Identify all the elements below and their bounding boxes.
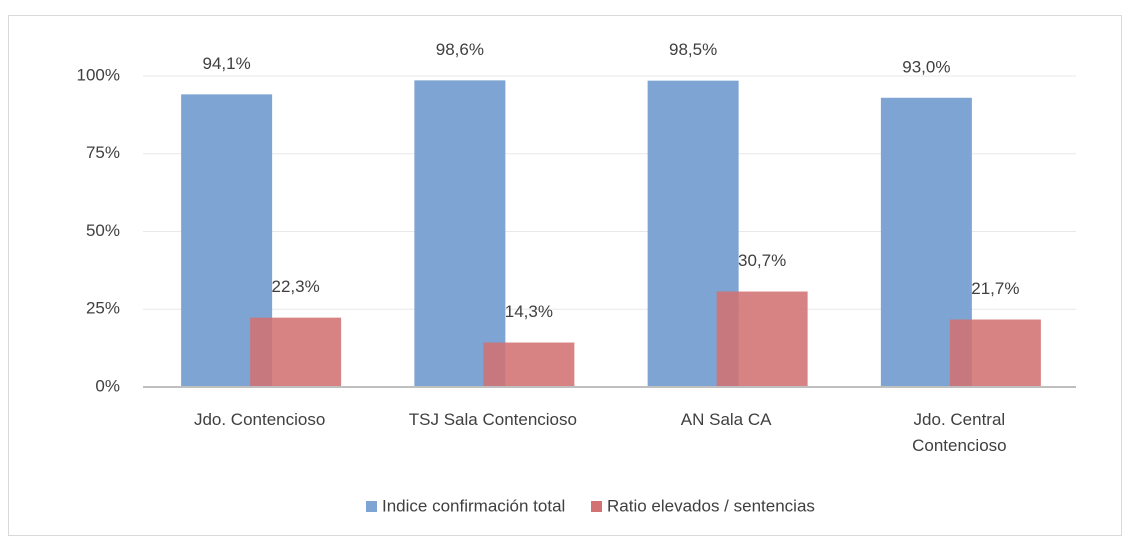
y-tick-label: 0% bbox=[95, 376, 120, 395]
bar bbox=[483, 342, 575, 387]
data-label: 94,1% bbox=[203, 54, 251, 73]
legend-swatch bbox=[366, 501, 377, 512]
bar bbox=[250, 317, 342, 387]
legend-label: Ratio elevados / sentencias bbox=[607, 496, 815, 515]
x-tick-label: AN Sala CA bbox=[680, 410, 772, 429]
x-tick-label: Jdo. Contencioso bbox=[193, 410, 326, 429]
y-tick-label: 50% bbox=[86, 221, 120, 240]
y-tick-label: 25% bbox=[86, 299, 120, 318]
x-tick-label: TSJ Sala Contencioso bbox=[408, 410, 577, 429]
data-label: 93,0% bbox=[902, 57, 950, 76]
bar bbox=[949, 319, 1041, 387]
data-label: 30,7% bbox=[738, 251, 786, 270]
bar bbox=[716, 291, 808, 387]
data-label: 22,3% bbox=[272, 277, 320, 296]
data-label: 98,6% bbox=[436, 40, 484, 59]
data-label: 14,3% bbox=[505, 302, 553, 321]
data-label: 98,5% bbox=[669, 40, 717, 59]
legend-label: Indice confirmación total bbox=[382, 496, 565, 515]
chart-frame bbox=[8, 15, 1122, 536]
x-tick-label: Jdo. Central Contencioso bbox=[912, 410, 1007, 455]
y-tick-label: 75% bbox=[86, 143, 120, 162]
bar bbox=[414, 80, 506, 387]
legend-swatch bbox=[591, 501, 602, 512]
data-label: 21,7% bbox=[971, 279, 1019, 298]
y-tick-label: 100% bbox=[77, 65, 120, 84]
